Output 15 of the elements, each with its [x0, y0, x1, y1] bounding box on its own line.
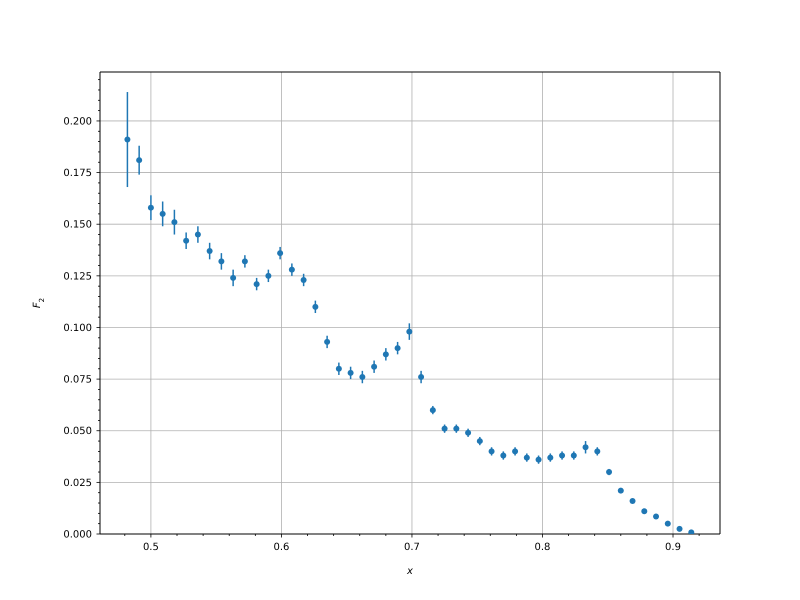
x-tick-label: 0.8	[534, 542, 550, 553]
y-tick-label: 0.000	[63, 530, 92, 540]
x-tick-label: 0.5	[142, 542, 159, 553]
y-tick-label: 0.025	[63, 478, 92, 489]
x-tick-label: 0.7	[404, 542, 420, 553]
y-tick-label: 0.150	[63, 220, 92, 231]
y-tick-label: 0.125	[63, 271, 92, 282]
y-tick-label: 0.175	[63, 168, 92, 180]
y-tick-label: 0.200	[63, 116, 92, 128]
y-tick-label: 0.100	[63, 322, 92, 334]
y-tick-label: 0.075	[63, 374, 92, 386]
x-tick-label: 0.6	[273, 542, 290, 553]
x-axis-title: x	[406, 566, 414, 577]
x-tick-label: 0.9	[665, 542, 681, 553]
y-tick-label: 0.050	[63, 426, 92, 438]
